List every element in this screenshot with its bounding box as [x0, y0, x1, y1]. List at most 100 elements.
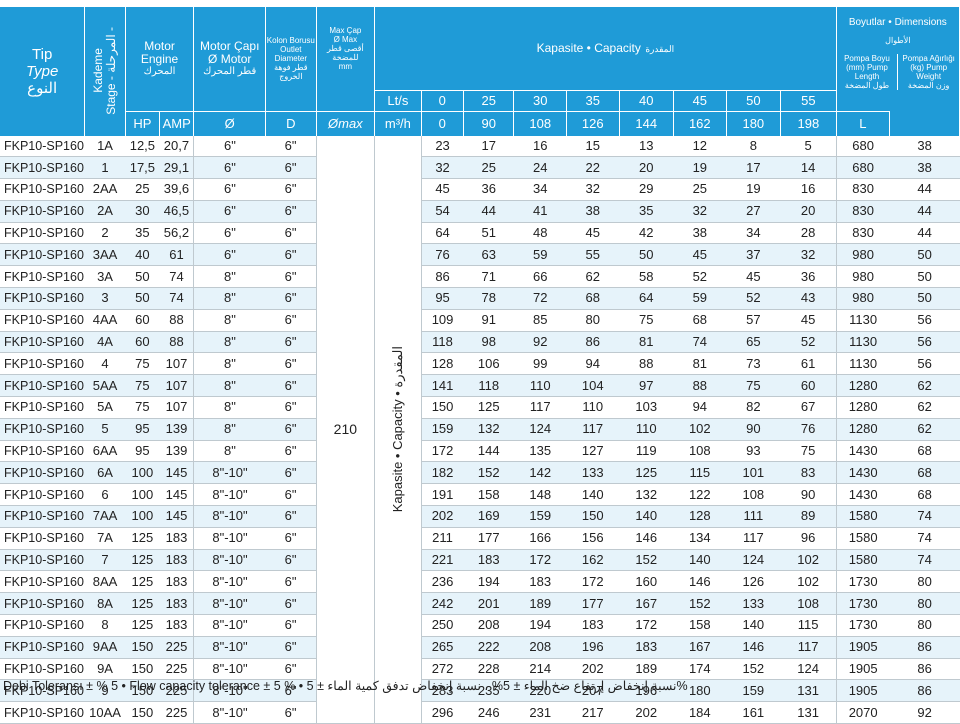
pump-weight-ar-label: وزن المضخة: [907, 81, 950, 90]
pump-length-ar-label: طول المضخة: [844, 81, 890, 90]
data-cell: 88: [673, 374, 727, 398]
model-cell: FKP10-SP160: [0, 658, 85, 681]
data-cell: 1580: [835, 527, 890, 550]
data-cell: 13: [619, 135, 674, 158]
data-cell: 980: [835, 287, 890, 310]
m3h-value: 162: [673, 110, 727, 136]
model-cell: FKP10-SP160: [0, 483, 85, 507]
data-cell: 16: [513, 135, 567, 158]
data-cell: 6": [265, 331, 317, 354]
model-cell: FKP10-SP160: [0, 549, 85, 572]
data-cell: 63: [463, 243, 514, 267]
model-cell: FKP10-SP160: [0, 396, 85, 419]
pump-length-header: Pompa Boyu (mm) Pump Length طول المضخة: [837, 54, 899, 90]
table-row: FKP10-SP160 5 95 139 8" 6" 159 132 124 117 110 102 9…: [0, 418, 960, 441]
data-cell: 152: [619, 549, 674, 572]
data-cell: 1905: [835, 679, 890, 703]
data-cell: 6: [84, 483, 126, 507]
data-cell: 8"-10": [193, 701, 266, 724]
data-cell: 3A: [84, 265, 126, 289]
model-cell: FKP10-SP160: [0, 309, 85, 332]
data-cell: 65: [726, 331, 781, 354]
data-cell: 50: [125, 287, 160, 310]
data-cell: 8"-10": [193, 527, 266, 550]
data-cell: 60: [125, 331, 160, 354]
data-cell: 133: [566, 461, 620, 485]
model-cell: FKP10-SP160: [0, 614, 85, 637]
data-cell: 250: [421, 614, 464, 637]
model-cell: FKP10-SP160: [0, 352, 85, 376]
data-cell: 145: [159, 505, 194, 528]
model-cell: FKP10-SP160: [0, 287, 85, 310]
maxcap-en-label: Ø Max: [333, 35, 358, 44]
data-cell: 30: [125, 200, 160, 223]
data-cell: 108: [726, 483, 781, 507]
data-cell: 85: [513, 309, 567, 332]
capacity-header: Kapasite • Capacity المقدرة: [374, 7, 837, 90]
data-cell: 6": [265, 200, 317, 223]
data-cell: 214: [513, 658, 567, 681]
table-row: FKP10-SP160 1A 12,5 20,7 6" 6" 210 Kapasite • C…: [0, 135, 960, 724]
data-cell: 50: [619, 243, 674, 267]
data-cell: 110: [619, 418, 674, 441]
data-cell: 38: [889, 135, 960, 158]
data-cell: 2A: [84, 200, 126, 223]
data-cell: 50: [889, 287, 960, 310]
data-cell: 5: [84, 418, 126, 441]
data-cell: 45: [566, 222, 620, 245]
data-cell: 14: [780, 156, 837, 180]
data-cell: 183: [513, 570, 567, 594]
data-cell: 74: [159, 287, 194, 310]
model-cell: FKP10-SP160: [0, 679, 85, 703]
data-cell: 74: [889, 505, 960, 528]
data-cell: 1905: [835, 658, 890, 681]
data-cell: 125: [619, 461, 674, 485]
data-cell: 272: [421, 658, 464, 681]
pump-length-unit: L: [835, 110, 891, 136]
pump-weight-label: Pompa Ağırlığı (kg) Pump Weight: [902, 54, 955, 81]
data-cell: 150: [125, 658, 160, 681]
data-cell: 95: [125, 418, 160, 441]
data-cell: 6": [265, 243, 317, 267]
data-cell: 6": [265, 374, 317, 398]
data-cell: 64: [421, 222, 464, 245]
data-cell: 88: [619, 352, 674, 376]
data-cell: 5: [780, 135, 837, 158]
spec-sheet: Tip Type النوع Kademe Stage - المرحلة - …: [0, 7, 960, 724]
data-cell: 150: [566, 505, 620, 528]
model-cell: FKP10-SP160: [0, 243, 85, 267]
table-row: FKP10-SP160 6A 100 145 8"-10" 6" 182 152 142 133 1…: [0, 461, 960, 485]
data-cell: 107: [159, 374, 194, 398]
data-cell: 1430: [835, 440, 890, 463]
data-cell: 172: [513, 549, 567, 572]
data-cell: 8": [193, 352, 266, 376]
data-cell: 125: [125, 614, 160, 637]
data-cell: 6": [265, 570, 317, 594]
motor-engine-label: Motor Engine: [140, 39, 179, 67]
data-cell: 81: [619, 331, 674, 354]
data-cell: 51: [463, 222, 514, 245]
data-cell: 83: [780, 461, 837, 485]
data-cell: 39,6: [159, 178, 194, 201]
data-cell: 159: [421, 418, 464, 441]
table-row: FKP10-SP160 8A 125 183 8"-10" 6" 242 201 189 177 1…: [0, 592, 960, 616]
model-cell: FKP10-SP160: [0, 265, 85, 289]
table-row: FKP10-SP160 9A 150 225 8"-10" 6" 272 228 214 202 1…: [0, 658, 960, 681]
motor-engine-header: Motor Engine المحرك: [124, 7, 195, 111]
data-cell: 146: [619, 527, 674, 550]
data-cell: 110: [513, 374, 567, 398]
maxcap-unit-label: mm: [338, 62, 353, 71]
table-row: FKP10-SP160 10AA 150 225 8"-10" 6" 296 246 231 21…: [0, 701, 960, 724]
motor-diameter-label: Motor Çapı Ø Motor: [200, 39, 260, 67]
pump-spec-table: Tip Type النوع Kademe Stage - المرحلة - …: [0, 7, 960, 724]
data-cell: 144: [463, 440, 514, 463]
data-cell: 56: [889, 309, 960, 332]
table-header: Tip Type النوع Kademe Stage - المرحلة - …: [0, 7, 960, 136]
table-row: FKP10-SP160 5A 75 107 8" 6" 150 125 117 110 103 94 8…: [0, 396, 960, 419]
data-cell: 145: [159, 483, 194, 507]
data-cell: 183: [619, 636, 674, 659]
table-row: FKP10-SP160 3A 50 74 8" 6" 86 71 66 62 58 52 45 36 980…: [0, 265, 960, 289]
data-cell: 29: [619, 178, 674, 201]
data-cell: 60: [780, 374, 837, 398]
model-cell: FKP10-SP160: [0, 374, 85, 398]
